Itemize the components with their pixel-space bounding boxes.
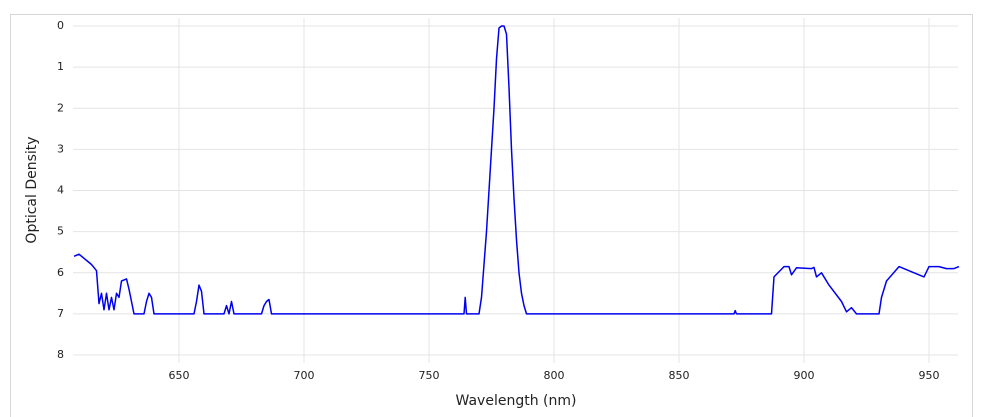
y-tick-label: 8 [57, 348, 64, 361]
card [10, 14, 973, 417]
y-tick-label: 2 [57, 101, 64, 114]
y-tick-label: 6 [57, 266, 64, 279]
y-tick-label: 1 [57, 60, 64, 73]
x-tick-label: 750 [419, 369, 440, 382]
x-axis-title: Wavelength (nm) [456, 393, 577, 409]
x-tick-label: 800 [544, 369, 565, 382]
x-tick-label: 650 [169, 369, 190, 382]
x-tick-label: 850 [669, 369, 690, 382]
x-tick-label: 700 [294, 369, 315, 382]
y-axis-title: Optical Density [24, 136, 40, 243]
x-tick-label: 900 [794, 369, 815, 382]
y-tick-label: 5 [57, 225, 64, 238]
y-tick-label: 7 [57, 307, 64, 320]
x-tick-label: 950 [919, 369, 940, 382]
y-tick-label: 3 [57, 142, 64, 155]
y-tick-label: 0 [57, 19, 64, 32]
y-tick-label: 4 [57, 184, 64, 197]
data-line [73, 25, 960, 315]
